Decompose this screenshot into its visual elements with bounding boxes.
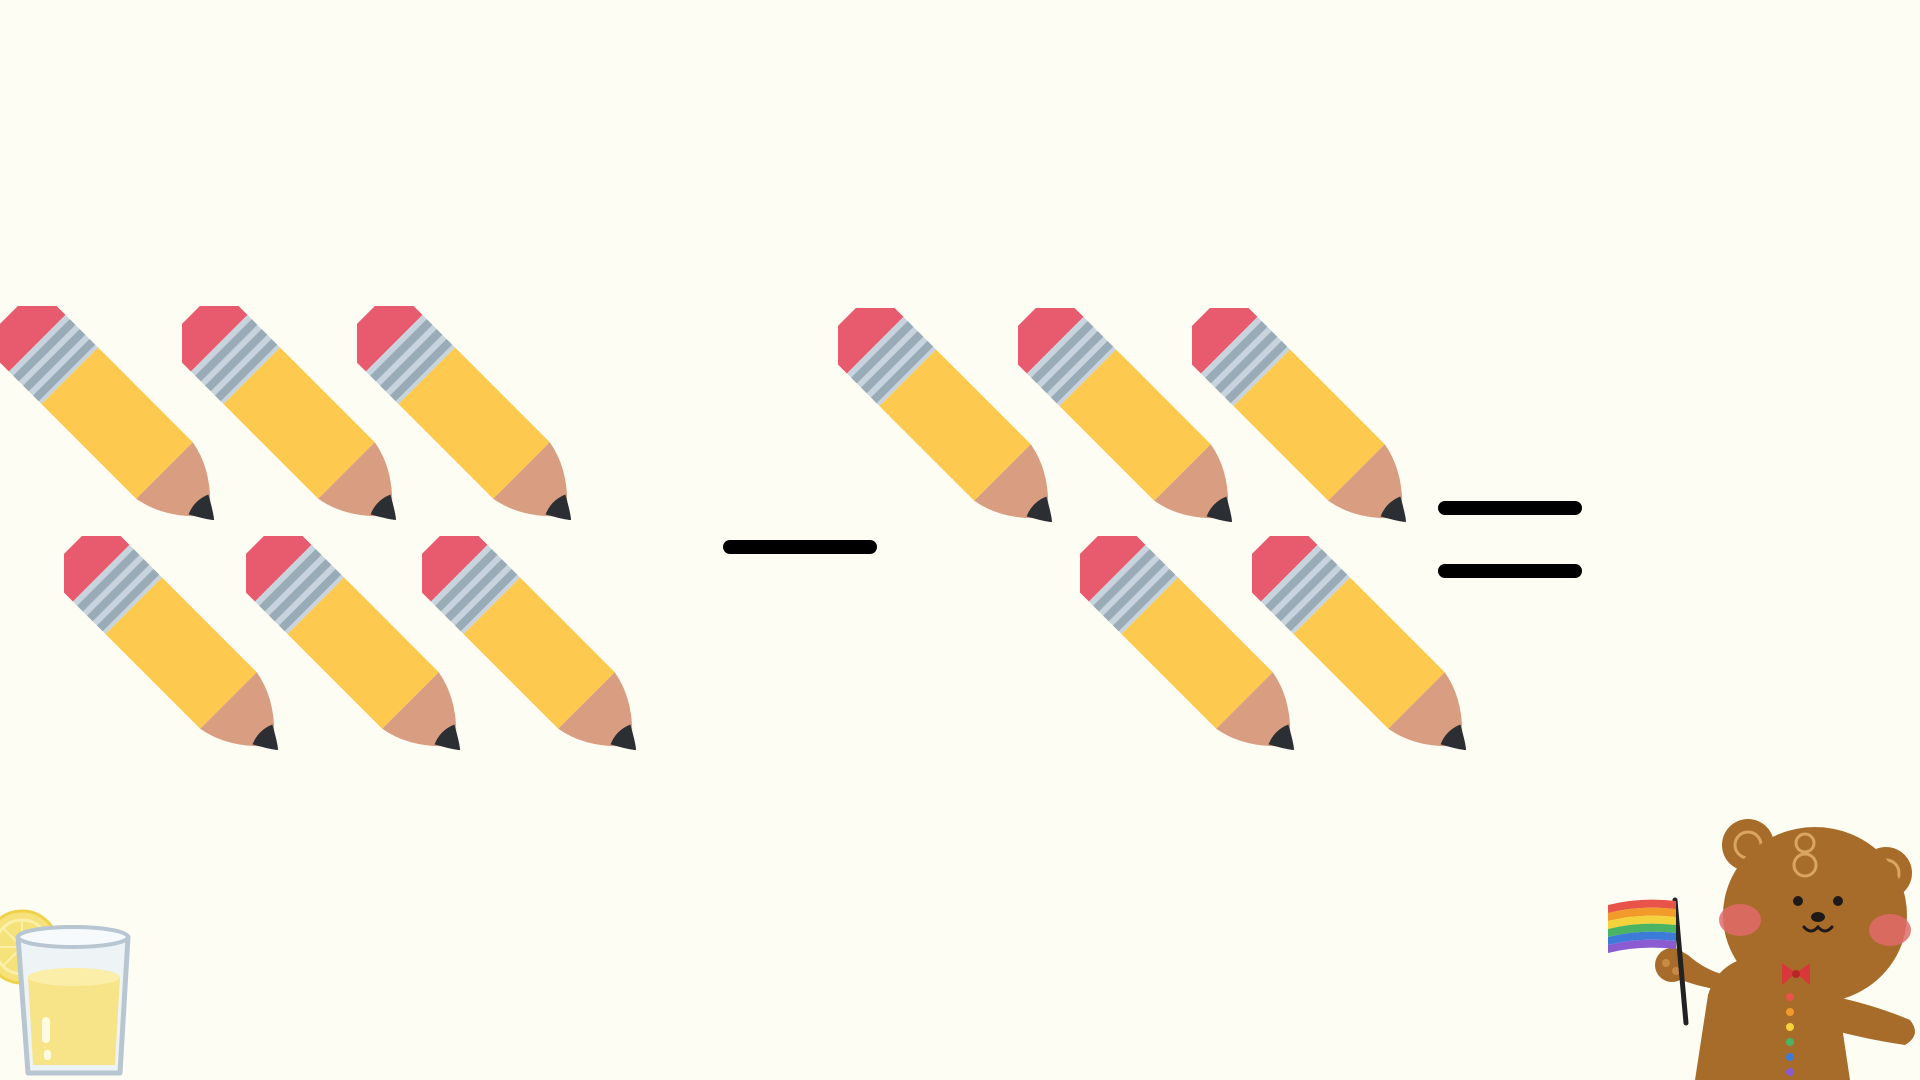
pencil: [246, 536, 476, 766]
equals-sign: [1438, 501, 1582, 578]
pencil: [1252, 536, 1482, 766]
pencil: [1080, 536, 1310, 766]
pencil-icon: [357, 306, 571, 520]
pencil-icon: [0, 306, 214, 520]
pencil: [64, 536, 294, 766]
pencil-icon: [1192, 308, 1406, 522]
pencil-icon: [182, 306, 396, 520]
pencil: [182, 306, 412, 536]
pencil: [422, 536, 652, 766]
pencil-icon: [422, 536, 636, 750]
minus-sign: [723, 540, 877, 554]
pencil: [1192, 308, 1422, 538]
teddy-bear-icon: [1608, 819, 1915, 1080]
pencil-icon: [838, 308, 1052, 522]
pencil: [0, 306, 230, 536]
pencil-icon: [1252, 536, 1466, 750]
pencil-icon: [1080, 536, 1294, 750]
pencil: [357, 306, 587, 536]
pencil: [838, 308, 1068, 538]
pencil: [1018, 308, 1248, 538]
rainbow-flag-icon: [1608, 899, 1676, 953]
pencil-icon: [64, 536, 278, 750]
pencil-icon: [246, 536, 460, 750]
pencil-icon: [1018, 308, 1232, 522]
lemonade-glass-icon: [0, 909, 131, 1076]
